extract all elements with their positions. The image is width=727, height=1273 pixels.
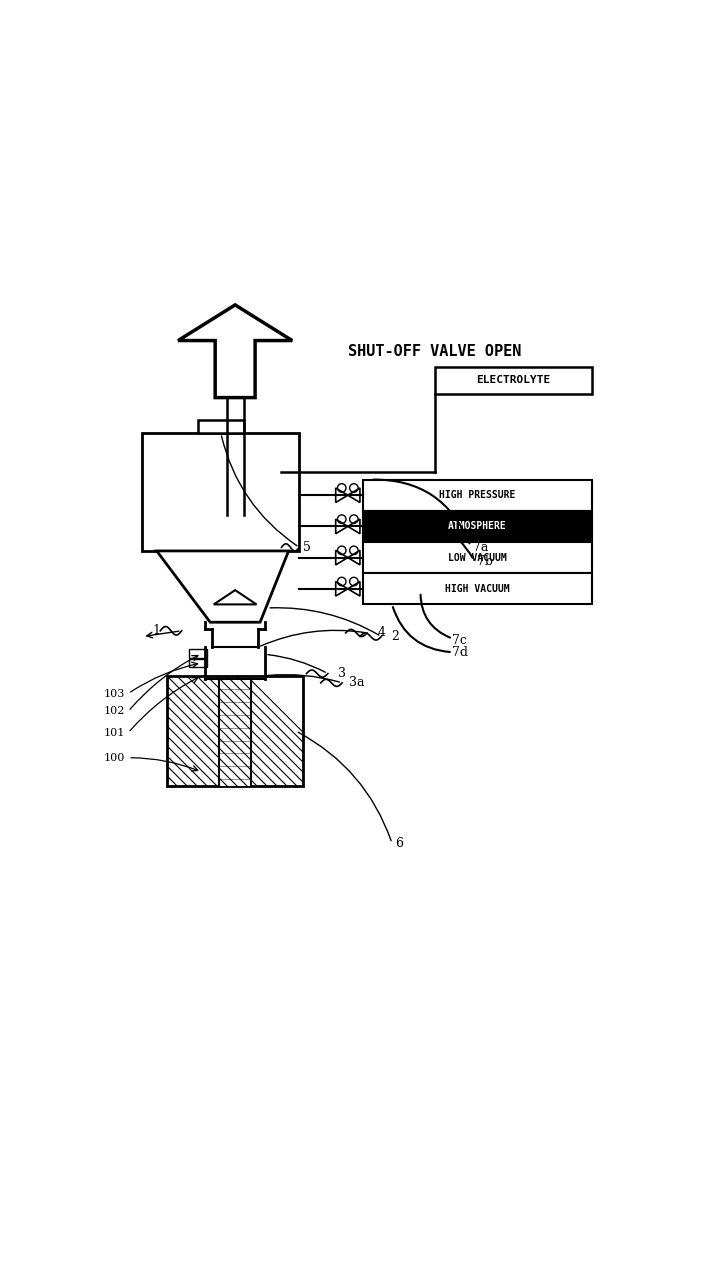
Bar (364, 573, 592, 605)
Text: 7b: 7b (477, 555, 493, 568)
Polygon shape (336, 550, 348, 565)
Bar (220, 680, 251, 787)
Text: 6: 6 (395, 836, 403, 850)
Text: 5: 5 (302, 541, 310, 554)
Text: 7a: 7a (473, 541, 489, 554)
Polygon shape (214, 591, 257, 605)
Text: LOW VACUUM: LOW VACUUM (449, 552, 507, 563)
Text: ATMOSPHERE: ATMOSPHERE (449, 522, 507, 531)
Bar (167, 676, 303, 787)
Polygon shape (348, 488, 360, 503)
Polygon shape (157, 551, 289, 622)
Bar (189, 658, 206, 667)
Polygon shape (348, 582, 360, 596)
Bar (198, 420, 244, 433)
Text: 4: 4 (377, 626, 385, 639)
Polygon shape (178, 306, 292, 397)
Text: 102: 102 (103, 707, 124, 717)
Bar (364, 542, 592, 573)
Polygon shape (336, 582, 348, 596)
Bar (142, 433, 300, 551)
Bar (435, 367, 592, 395)
Text: 3a: 3a (349, 676, 364, 690)
Text: 103: 103 (103, 689, 124, 699)
Bar (364, 510, 592, 542)
Text: 100: 100 (103, 752, 124, 763)
Text: 7c: 7c (452, 634, 467, 647)
Polygon shape (336, 519, 348, 533)
Text: HIGH PRESSURE: HIGH PRESSURE (439, 490, 515, 500)
Bar (189, 649, 206, 658)
Text: HIGH VACUUM: HIGH VACUUM (445, 584, 510, 593)
Bar (364, 480, 592, 510)
Text: 1: 1 (153, 624, 161, 638)
Polygon shape (348, 519, 360, 533)
Text: 3: 3 (338, 667, 346, 680)
Text: 7d: 7d (451, 647, 467, 659)
Polygon shape (348, 550, 360, 565)
Text: ELECTROLYTE: ELECTROLYTE (476, 376, 550, 386)
Polygon shape (336, 488, 348, 503)
Text: 2: 2 (392, 630, 400, 643)
Text: 101: 101 (103, 728, 124, 738)
Text: SHUT-OFF VALVE OPEN: SHUT-OFF VALVE OPEN (348, 344, 521, 359)
